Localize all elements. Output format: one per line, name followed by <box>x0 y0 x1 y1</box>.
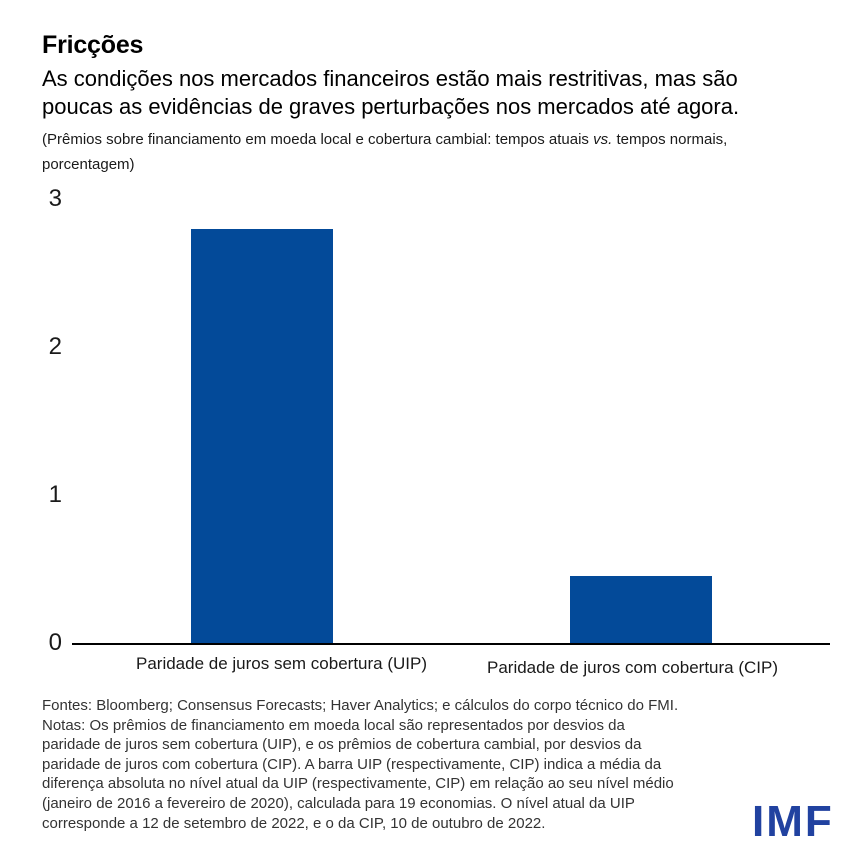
unit-note-vs: vs. <box>593 131 613 148</box>
note-line: paridade de juros sem cobertura (UIP), e… <box>42 736 642 754</box>
source-notes: Fontes: Bloomberg; Consensus Forecasts; … <box>42 696 847 833</box>
bar-cip <box>569 576 712 643</box>
note-line: Notas: Os prêmios de financiamento em mo… <box>42 716 625 734</box>
y-tick-2: 2 <box>48 333 62 360</box>
note-line: paridade de juros com cobertura (CIP). A… <box>42 755 662 773</box>
note-line: diferença absoluta no nível atual da UIP… <box>42 775 674 793</box>
unit-note-text: (Prêmios sobre financiamento em moeda lo… <box>42 131 594 148</box>
note-line: (janeiro de 2016 a fevereiro de 2020), c… <box>42 794 635 812</box>
bar-uip <box>190 228 333 643</box>
plot-area <box>72 199 830 645</box>
unit-note-text: tempos normais, <box>612 131 728 148</box>
bar-chart: 0 1 2 3 Paridade de juros sem cobertura (UIP… <box>42 185 847 682</box>
x-label-cip: Paridade de juros com cobertura (CIP) <box>486 658 779 677</box>
subtitle-line: poucas as evidências de graves perturbaç… <box>42 94 740 119</box>
unit-note-line: (Prêmios sobre financiamento em moeda lo… <box>42 127 847 152</box>
subtitle-line: As condições nos mercados financeiros es… <box>42 66 738 91</box>
chart-subtitle: As condições nos mercados financeiros es… <box>42 65 847 121</box>
imf-logo: IMF <box>752 797 834 846</box>
y-tick-0: 0 <box>48 629 62 656</box>
unit-note-line: porcentagem) <box>42 156 135 173</box>
note-line: Fontes: Bloomberg; Consensus Forecasts; … <box>42 697 679 714</box>
x-label-uip: Paridade de juros sem cobertura (UIP) <box>135 654 428 673</box>
note-line: corresponde a 12 de setembro de 2022, e … <box>42 814 546 832</box>
chart-unit-note: (Prêmios sobre financiamento em moeda lo… <box>42 127 847 177</box>
y-tick-1: 1 <box>48 481 62 508</box>
chart-title: Fricções <box>42 31 144 59</box>
y-tick-3: 3 <box>48 185 62 212</box>
